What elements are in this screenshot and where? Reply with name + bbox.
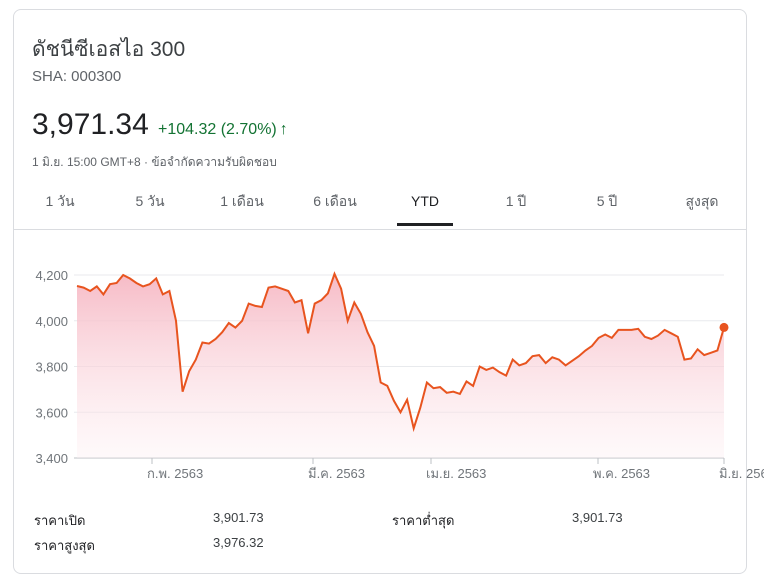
tab-1-month[interactable]: 1 เดือน [220,193,264,209]
timestamp-disclaimer[interactable]: 1 มิ.ย. 15:00 GMT+8 · ข้อจำกัดความรับผิด… [32,155,277,169]
x-tick-label: เม.ย. 2563 [426,466,486,481]
current-price: 3,971.34 [32,108,149,141]
price-line [76,271,725,433]
x-tick-label: พ.ค. 2563 [593,466,650,481]
open-value: 3,901.73 [213,510,264,525]
price-change-text: +104.32 (2.70%) [158,121,277,138]
price-area [77,273,724,458]
low-value: 3,901.73 [572,510,623,525]
x-tick-label: มิ.ย. 2563 [719,466,764,481]
price-change: +104.32 (2.70%) ↑ [158,121,288,139]
index-title: ดัชนีซีเอสไอ 300 [32,38,186,61]
price-chart[interactable]: 3,400 3,600 3,800 4,000 4,200 ก.พ. 2563 มี.ค.… [0,240,764,490]
tab-1-year[interactable]: 1 ปี [505,193,527,209]
tab-6-months[interactable]: 6 เดือน [313,193,357,209]
x-tick-label: มี.ค. 2563 [308,466,365,481]
tab-5-days[interactable]: 5 วัน [135,193,165,209]
ticker-symbol: SHA: 000300 [32,68,122,85]
tab-ytd[interactable]: YTD [397,181,453,226]
last-price-point [719,322,729,332]
arrow-up-icon: ↑ [279,121,288,138]
tab-1-day[interactable]: 1 วัน [45,193,75,209]
range-tabs: 1 วัน 5 วัน 1 เดือน 6 เดือน YTD 1 ปี 5 ป… [14,181,746,230]
low-label: ราคาต่ำสุด [392,513,455,528]
y-tick-label: 4,000 [35,314,68,329]
open-label: ราคาเปิด [34,513,86,528]
tab-5-years[interactable]: 5 ปี [596,193,618,209]
x-tick-label: ก.พ. 2563 [147,466,203,481]
y-tick-label: 3,800 [35,360,68,375]
y-tick-label: 3,400 [35,451,68,466]
high-value: 3,976.32 [213,535,264,550]
y-tick-label: 3,600 [35,405,68,420]
tab-max[interactable]: สูงสุด [685,193,719,209]
y-tick-label: 4,200 [35,268,68,283]
high-label: ราคาสูงสุด [34,538,95,553]
